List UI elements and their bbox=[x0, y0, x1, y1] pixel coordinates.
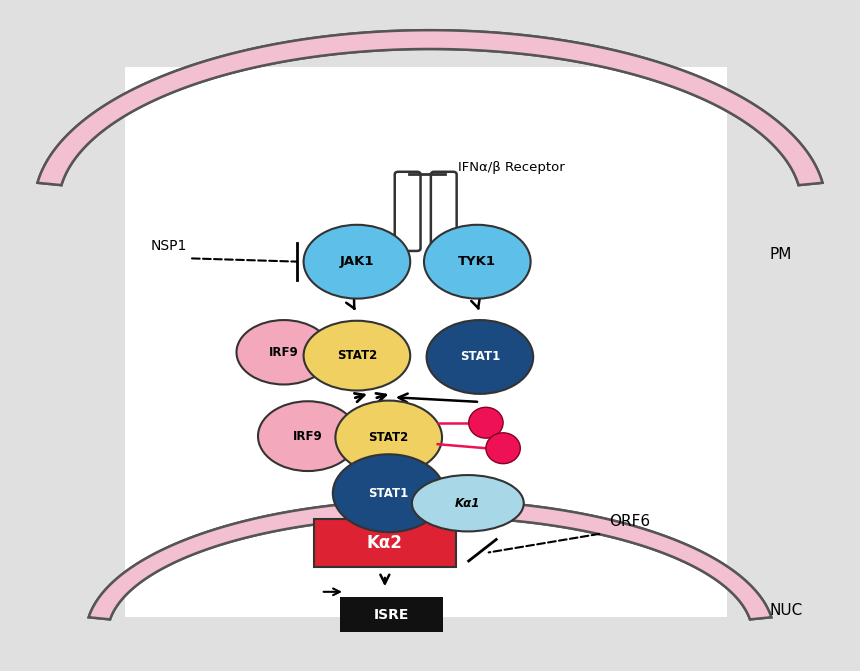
Ellipse shape bbox=[258, 401, 358, 471]
FancyBboxPatch shape bbox=[395, 172, 421, 251]
FancyBboxPatch shape bbox=[314, 519, 456, 567]
Ellipse shape bbox=[333, 454, 445, 532]
Polygon shape bbox=[38, 30, 822, 185]
Text: STAT2: STAT2 bbox=[337, 349, 377, 362]
Text: PM: PM bbox=[770, 248, 792, 262]
Ellipse shape bbox=[424, 225, 531, 299]
Text: IRF9: IRF9 bbox=[269, 346, 298, 359]
Text: Kα2: Kα2 bbox=[367, 534, 402, 552]
Text: STAT1: STAT1 bbox=[369, 486, 408, 500]
Text: STAT1: STAT1 bbox=[460, 350, 500, 364]
Ellipse shape bbox=[427, 320, 533, 394]
Text: Kα1: Kα1 bbox=[455, 497, 481, 510]
Ellipse shape bbox=[304, 225, 410, 299]
Ellipse shape bbox=[335, 401, 442, 474]
Ellipse shape bbox=[469, 407, 503, 438]
FancyBboxPatch shape bbox=[340, 597, 443, 632]
Text: NSP1: NSP1 bbox=[150, 239, 187, 253]
Polygon shape bbox=[89, 500, 771, 619]
Text: JAK1: JAK1 bbox=[340, 255, 374, 268]
Ellipse shape bbox=[486, 433, 520, 464]
FancyBboxPatch shape bbox=[125, 67, 727, 617]
Ellipse shape bbox=[412, 475, 524, 531]
Polygon shape bbox=[38, 30, 822, 185]
Ellipse shape bbox=[304, 321, 410, 391]
FancyBboxPatch shape bbox=[431, 172, 457, 251]
Text: ORF6: ORF6 bbox=[609, 514, 650, 529]
Text: STAT2: STAT2 bbox=[369, 431, 408, 444]
Text: IRF9: IRF9 bbox=[293, 429, 322, 443]
Text: NUC: NUC bbox=[770, 603, 803, 618]
Ellipse shape bbox=[237, 320, 331, 384]
Polygon shape bbox=[89, 500, 771, 619]
Text: ISRE: ISRE bbox=[373, 608, 409, 621]
Text: IFNα/β Receptor: IFNα/β Receptor bbox=[458, 161, 564, 174]
Text: TYK1: TYK1 bbox=[458, 255, 496, 268]
